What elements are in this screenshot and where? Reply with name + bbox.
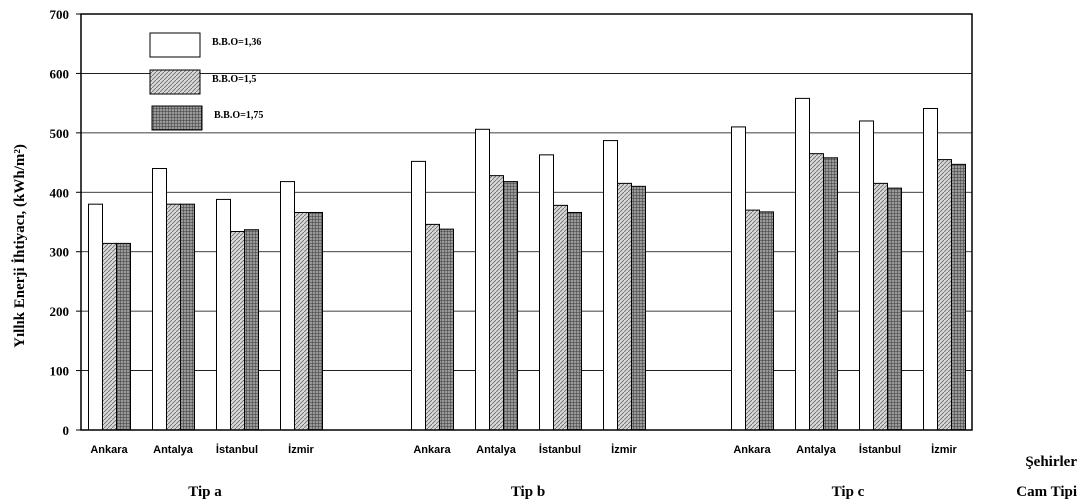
bar-white [152, 168, 167, 431]
legend-label: B.B.O=1,36 [212, 37, 261, 48]
bar-crosshatch [244, 229, 259, 431]
bar-hatched [489, 175, 504, 431]
x-category-label: Ankara [413, 444, 451, 456]
x-category-labels: Ankara Antalya İstanbul İzmir Ankara Antalya İ… [90, 443, 957, 456]
x-axis-title-cities: Şehirler [1025, 454, 1077, 470]
bar-white [603, 140, 618, 431]
y-tick-label: 0 [63, 423, 70, 438]
bar-hatched [166, 203, 181, 431]
bar-hatched [294, 211, 309, 431]
bar-hatched [553, 204, 568, 431]
bar-white [475, 128, 490, 431]
y-tick-labels: 0 100 200 300 400 500 600 700 [50, 7, 70, 438]
group-label: Tip a [188, 484, 222, 500]
bar-crosshatch [503, 181, 518, 431]
bar-white [859, 120, 874, 431]
bar-white [539, 154, 554, 431]
bar-hatched [102, 242, 117, 431]
bar-crosshatch [631, 185, 646, 431]
x-category-label: İstanbul [859, 443, 901, 456]
bar-white [731, 126, 746, 431]
x-category-label: Antalya [153, 444, 194, 456]
bar-crosshatch [887, 187, 902, 431]
legend-label: B.B.O=1,75 [214, 110, 263, 121]
bar-hatched [745, 209, 760, 431]
bar-white [280, 181, 295, 431]
bar-crosshatch [759, 211, 774, 431]
bars [88, 97, 966, 431]
bar-crosshatch [823, 157, 838, 431]
bar-white [795, 97, 810, 431]
bar-hatched [617, 182, 632, 431]
group-label: Tip b [511, 484, 545, 500]
y-tick-label: 400 [50, 185, 70, 200]
bar-crosshatch [951, 163, 966, 431]
bar-crosshatch [439, 228, 454, 431]
x-category-label: İzmir [611, 443, 637, 456]
bar-crosshatch [180, 203, 195, 431]
bar-hatched [937, 159, 952, 431]
x-category-label: Antalya [476, 444, 517, 456]
x-category-label: Ankara [733, 444, 771, 456]
bar-hatched [873, 182, 888, 431]
x-category-label: İzmir [931, 443, 957, 456]
y-tick-label: 100 [50, 364, 70, 379]
bar-crosshatch [567, 211, 582, 431]
y-tick-label: 500 [50, 126, 70, 141]
x-category-label: İstanbul [539, 443, 581, 456]
bar-crosshatch [116, 242, 131, 431]
bar-hatched [425, 223, 440, 431]
bar-white [923, 107, 938, 431]
y-axis-title: Yıllık Enerji İhtiyacı, (kWh/m²) [11, 144, 28, 348]
bar-white [216, 198, 231, 431]
legend-swatch-hatched [149, 69, 201, 95]
bar-white [88, 203, 103, 431]
bar-hatched [809, 153, 824, 431]
x-axis-title-glass-type: Cam Tipi [1016, 484, 1077, 500]
x-category-label: Ankara [90, 444, 128, 456]
group-label: Tip c [832, 484, 865, 500]
legend-swatch-white [149, 32, 201, 58]
x-category-label: İstanbul [216, 443, 258, 456]
bar-crosshatch [308, 211, 323, 431]
x-category-label: Antalya [796, 444, 837, 456]
x-category-label: İzmir [288, 443, 314, 456]
plot-frame [80, 13, 973, 431]
legend-swatch-crosshatch [151, 105, 203, 131]
y-tick-label: 300 [50, 245, 70, 260]
bar-hatched [230, 231, 245, 431]
group-labels: Tip a Tip b Tip c [188, 484, 864, 500]
y-tick-label: 200 [50, 304, 70, 319]
y-tick-label: 600 [50, 66, 70, 81]
y-tick-label: 700 [50, 7, 70, 22]
legend: B.B.O=1,36 B.B.O=1,5 B.B.O=1,75 [149, 32, 263, 131]
legend-label: B.B.O=1,5 [212, 74, 256, 85]
bar-white [411, 160, 426, 431]
